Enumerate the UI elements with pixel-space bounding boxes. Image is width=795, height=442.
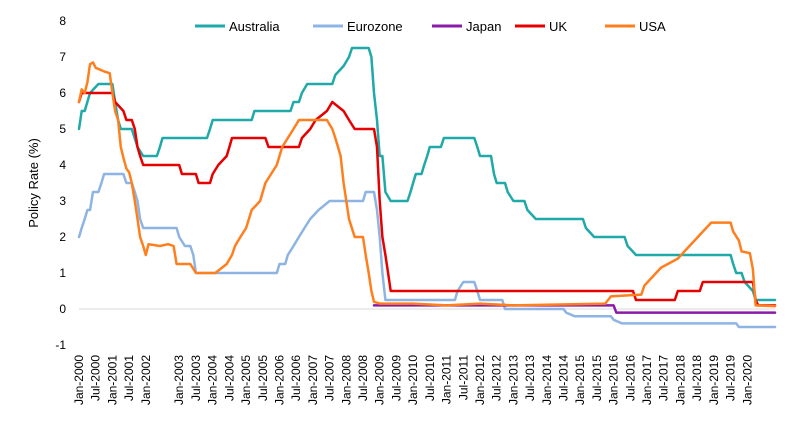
y-tick-label: 4 bbox=[59, 158, 66, 172]
x-tick-label: Jan-2005 bbox=[239, 355, 253, 405]
x-tick-label: Jul-2013 bbox=[523, 355, 537, 401]
x-tick-label: Jul-2001 bbox=[122, 355, 136, 401]
x-tick-label: Jan-2011 bbox=[440, 355, 454, 404]
x-tick-label: Jul-2016 bbox=[623, 355, 637, 401]
x-tick-label: Jul-2012 bbox=[490, 355, 504, 401]
x-axis-ticks: Jan-2000 Jul-2000 Jan-2001 Jul-2001 Jan-2002… bbox=[72, 355, 754, 405]
y-tick-label: 5 bbox=[59, 122, 66, 136]
x-tick-label: Jan-2008 bbox=[339, 355, 353, 405]
x-tick-label: Jan-2020 bbox=[740, 355, 754, 405]
y-tick-label: 8 bbox=[59, 14, 66, 28]
legend-label-eurozone: Eurozone bbox=[347, 19, 403, 34]
y-tick-label: 1 bbox=[59, 266, 66, 280]
y-tick-label: 3 bbox=[59, 194, 66, 208]
x-tick-label: Jan-2007 bbox=[306, 355, 320, 405]
x-tick-label: Jan-2003 bbox=[172, 355, 186, 405]
legend-label-uk: UK bbox=[549, 19, 567, 34]
x-tick-label: Jul-2014 bbox=[556, 355, 570, 401]
x-tick-label: Jan-2001 bbox=[105, 355, 119, 405]
series-line-uk bbox=[77, 91, 777, 307]
x-tick-label: Jan-2010 bbox=[406, 355, 420, 405]
x-tick-label: Jan-2013 bbox=[506, 355, 520, 405]
x-tick-label: Jan-2002 bbox=[139, 355, 153, 405]
x-tick-label: Jan-2009 bbox=[373, 355, 387, 405]
x-tick-label: Jul-2007 bbox=[323, 355, 337, 401]
x-tick-label: Jan-2014 bbox=[540, 355, 554, 405]
chart-legend: Australia Eurozone Japan UK USA bbox=[195, 19, 666, 34]
y-tick-label: 0 bbox=[59, 302, 66, 316]
x-tick-label: Jan-2012 bbox=[473, 355, 487, 405]
x-tick-label: Jan-2019 bbox=[707, 355, 721, 405]
x-tick-label: Jul-2018 bbox=[690, 355, 704, 401]
x-tick-label: Jul-2000 bbox=[89, 355, 103, 401]
y-tick-label: -1 bbox=[55, 338, 66, 352]
legend-label-australia: Australia bbox=[229, 19, 280, 34]
x-tick-label: Jul-2005 bbox=[256, 355, 270, 401]
x-tick-label: Jan-2015 bbox=[573, 355, 587, 405]
series-lines bbox=[77, 46, 777, 329]
x-tick-label: Jan-2004 bbox=[206, 355, 220, 405]
x-tick-label: Jul-2011 bbox=[456, 355, 470, 400]
series-line-usa bbox=[77, 61, 777, 308]
y-tick-label: 2 bbox=[59, 230, 66, 244]
x-tick-label: Jul-2015 bbox=[590, 355, 604, 401]
x-tick-label: Jul-2019 bbox=[724, 355, 738, 401]
x-tick-label: Jan-2000 bbox=[72, 355, 86, 405]
x-tick-label: Jul-2017 bbox=[657, 355, 671, 401]
x-tick-label: Jul-2008 bbox=[356, 355, 370, 401]
x-tick-label: Jan-2006 bbox=[272, 355, 286, 405]
x-tick-label: Jul-2004 bbox=[222, 355, 236, 401]
x-tick-label: Jul-2010 bbox=[423, 355, 437, 401]
y-axis-label: Policy Rate (%) bbox=[26, 138, 41, 228]
legend-label-japan: Japan bbox=[466, 19, 501, 34]
x-tick-label: Jan-2016 bbox=[607, 355, 621, 405]
y-tick-label: 6 bbox=[59, 86, 66, 100]
x-tick-label: Jan-2018 bbox=[673, 355, 687, 405]
x-tick-label: Jan-2017 bbox=[640, 355, 654, 405]
y-tick-label: 7 bbox=[59, 50, 66, 64]
series-line-australia bbox=[77, 46, 777, 302]
legend-label-usa: USA bbox=[639, 19, 666, 34]
x-tick-label: Jul-2009 bbox=[389, 355, 403, 401]
x-tick-label: Jul-2006 bbox=[289, 355, 303, 401]
x-tick-label: Jul-2003 bbox=[189, 355, 203, 401]
y-axis-ticks: -1 0 1 2 3 4 5 6 7 8 bbox=[55, 14, 66, 352]
